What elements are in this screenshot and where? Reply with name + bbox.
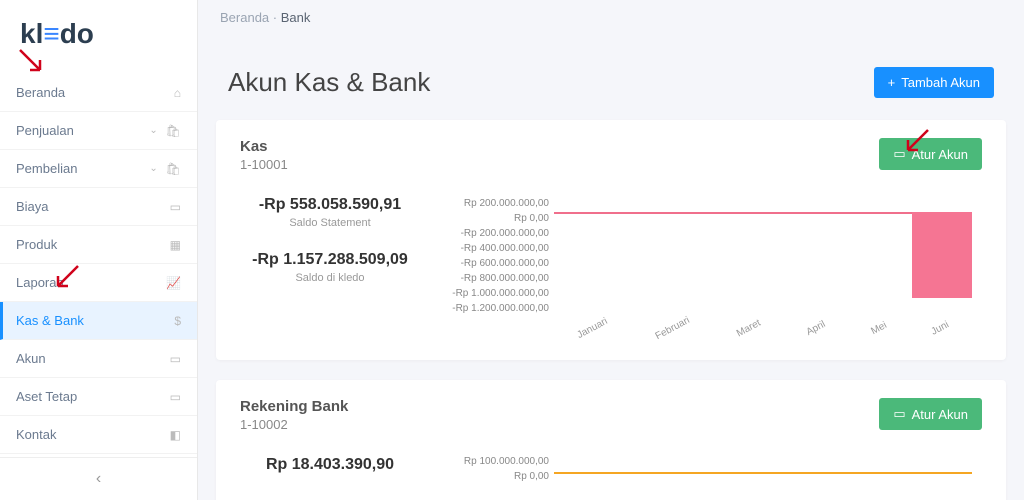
sidebar-item-laporan[interactable]: Laporan 📈 <box>0 264 197 302</box>
sidebar-item-label: Aset Tetap <box>16 389 77 404</box>
chart-line <box>554 472 972 474</box>
page-title: Akun Kas & Bank <box>228 67 430 98</box>
nav-icon: ⌂ <box>174 86 181 100</box>
plus-icon: + <box>888 75 896 90</box>
nav-icon: ◧ <box>170 428 181 442</box>
nav-icon: 🛍 <box>166 124 181 138</box>
card-icon: ▭ <box>893 406 905 422</box>
main: Beranda · Bank Akun Kas & Bank + Tambah … <box>198 0 1024 500</box>
sidebar-collapse[interactable]: ‹ <box>0 457 197 500</box>
balance-kledo-label: Saldo di kledo <box>240 272 420 284</box>
chart-line <box>554 212 972 214</box>
balance-chart: Rp 100.000.000,00Rp 0,00 <box>434 456 982 496</box>
sidebar-item-beranda[interactable]: Beranda ⌂ <box>0 74 197 112</box>
nav-icon: 📈 <box>166 276 181 290</box>
account-card-rekening: Rekening Bank 1-10002 ▭ Atur Akun Rp 18.… <box>216 380 1006 500</box>
add-account-button[interactable]: + Tambah Akun <box>874 67 994 98</box>
chevron-down-icon: ⌄ <box>149 125 157 136</box>
logo: kl≡do <box>0 0 197 74</box>
manage-account-button[interactable]: ▭ Atur Akun <box>879 138 982 170</box>
nav: Beranda ⌂ Penjualan ⌄ 🛍 Pembelian ⌄ 🛍 Biaya ▭ Prod… <box>0 74 197 457</box>
balance-statement-label: Saldo Statement <box>240 217 420 229</box>
nav-icon: ▭ <box>170 390 181 404</box>
sidebar-item-kontak[interactable]: Kontak ◧ <box>0 416 197 454</box>
card-icon: ▭ <box>893 146 905 162</box>
sidebar-item-label: Penjualan <box>16 123 74 138</box>
balance-statement-value: Rp 18.403.390,90 <box>240 456 420 474</box>
sidebar-item-label: Beranda <box>16 85 65 100</box>
sidebar: kl≡do Beranda ⌂ Penjualan ⌄ 🛍 Pembelian ⌄ 🛍 Biay… <box>0 0 198 500</box>
sidebar-item-label: Pembelian <box>16 161 77 176</box>
account-code: 1-10001 <box>240 157 288 172</box>
nav-icon: 🛍 <box>166 162 181 176</box>
breadcrumb-current: Bank <box>281 10 311 25</box>
account-name: Kas <box>240 138 288 155</box>
account-code: 1-10002 <box>240 417 348 432</box>
content: Akun Kas & Bank + Tambah Akun Kas 1-1000… <box>198 35 1024 500</box>
nav-icon: ▦ <box>170 238 181 252</box>
sidebar-item-label: Laporan <box>16 275 64 290</box>
sidebar-item-produk[interactable]: Produk ▦ <box>0 226 197 264</box>
sidebar-item-aset-tetap[interactable]: Aset Tetap ▭ <box>0 378 197 416</box>
nav-icon: ▭ <box>170 200 181 214</box>
sidebar-item-label: Kontak <box>16 427 56 442</box>
account-name: Rekening Bank <box>240 398 348 415</box>
sidebar-item-kas-bank[interactable]: Kas & Bank $ <box>0 302 197 340</box>
nav-icon: $ <box>174 314 181 328</box>
breadcrumb-home[interactable]: Beranda <box>220 10 269 25</box>
sidebar-item-label: Biaya <box>16 199 49 214</box>
sidebar-item-penjualan[interactable]: Penjualan ⌄ 🛍 <box>0 112 197 150</box>
balance-chart: Rp 200.000.000,00Rp 0,00-Rp 200.000.000,… <box>434 196 982 336</box>
sidebar-item-akun[interactable]: Akun ▭ <box>0 340 197 378</box>
balance-kledo-value: -Rp 1.157.288.509,09 <box>240 251 420 269</box>
account-card-kas: Kas 1-10001 ▭ Atur Akun -Rp 558.058.590,… <box>216 120 1006 360</box>
sidebar-item-label: Akun <box>16 351 46 366</box>
sidebar-item-label: Kas & Bank <box>16 313 84 328</box>
sidebar-item-label: Produk <box>16 237 57 252</box>
manage-account-button[interactable]: ▭ Atur Akun <box>879 398 982 430</box>
chevron-down-icon: ⌄ <box>149 163 157 174</box>
nav-icon: ▭ <box>170 352 181 366</box>
breadcrumb: Beranda · Bank <box>198 0 1024 35</box>
sidebar-item-pembelian[interactable]: Pembelian ⌄ 🛍 <box>0 150 197 188</box>
chart-fill <box>912 212 972 298</box>
balance-statement-value: -Rp 558.058.590,91 <box>240 196 420 214</box>
sidebar-item-biaya[interactable]: Biaya ▭ <box>0 188 197 226</box>
